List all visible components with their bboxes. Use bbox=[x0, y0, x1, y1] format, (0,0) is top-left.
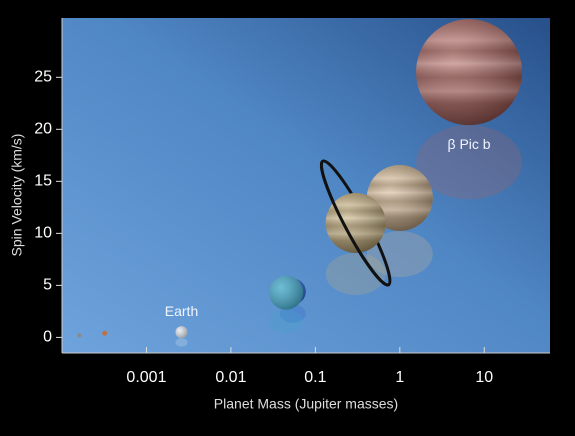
x-tick-label: 10 bbox=[475, 369, 493, 386]
x-tick-label: 1 bbox=[395, 369, 404, 386]
reflection bbox=[366, 230, 433, 278]
point-label: Earth bbox=[165, 303, 198, 319]
planet-shade bbox=[325, 192, 386, 253]
y-tick-label: 0 bbox=[43, 329, 52, 346]
planet bbox=[102, 330, 108, 336]
planet-shade bbox=[269, 275, 304, 310]
planet-shade bbox=[416, 19, 523, 126]
planet bbox=[175, 326, 188, 339]
planet bbox=[269, 275, 304, 310]
x-tick-label: 0.01 bbox=[215, 369, 246, 386]
reflection bbox=[269, 309, 304, 334]
x-axis-title: Planet Mass (Jupiter masses) bbox=[214, 396, 398, 412]
planet bbox=[77, 333, 82, 338]
planet-point bbox=[77, 333, 82, 338]
planet-shade bbox=[175, 326, 188, 339]
planet bbox=[416, 19, 523, 126]
y-tick-label: 10 bbox=[34, 225, 52, 242]
x-tick-label: 0.1 bbox=[304, 369, 326, 386]
ring-front bbox=[319, 159, 390, 287]
y-tick-label: 25 bbox=[34, 69, 52, 86]
point-label: β Pic b bbox=[448, 136, 491, 152]
reflection bbox=[416, 125, 523, 200]
y-tick-label: 5 bbox=[43, 277, 52, 294]
planet bbox=[319, 159, 392, 287]
y-tick-label: 15 bbox=[34, 173, 52, 190]
y-axis-title: Spin Velocity (km/s) bbox=[9, 134, 25, 257]
x-tick-label: 0.001 bbox=[126, 369, 166, 386]
reflection bbox=[325, 252, 386, 295]
y-tick-label: 20 bbox=[34, 121, 52, 138]
planet-point bbox=[102, 330, 108, 336]
reflection bbox=[175, 338, 188, 347]
